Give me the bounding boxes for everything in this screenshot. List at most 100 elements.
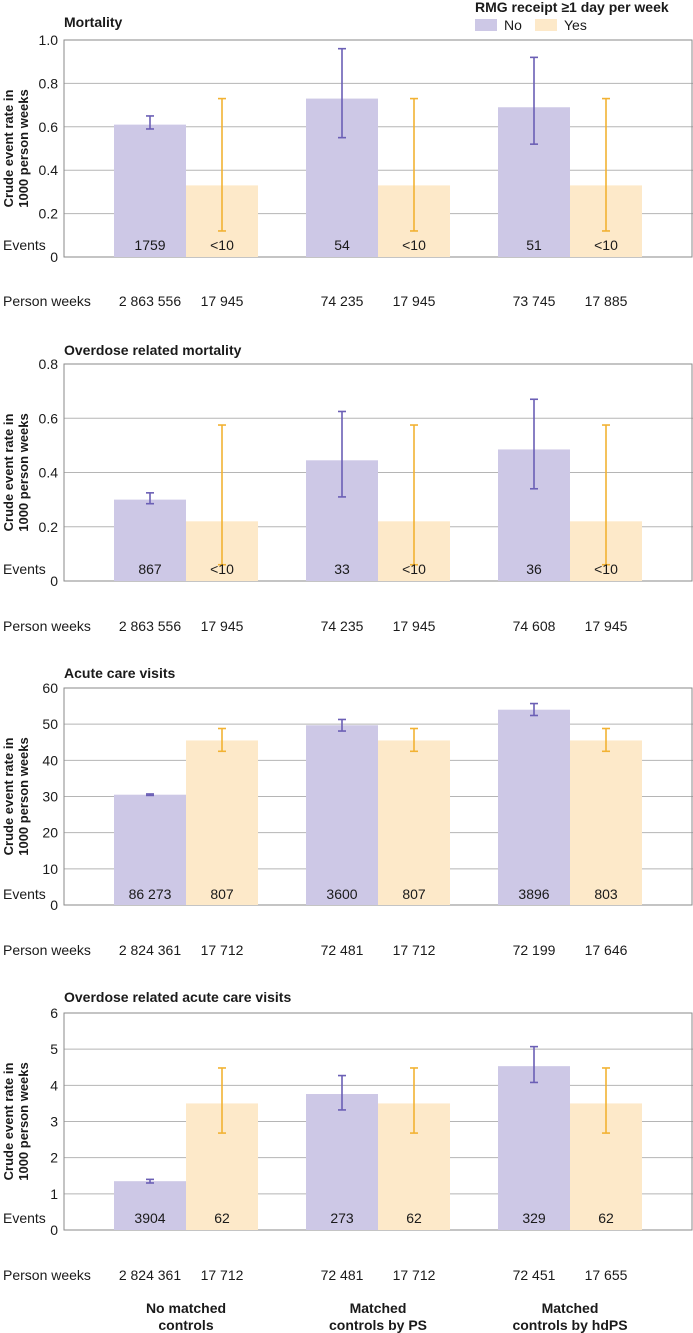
- person-weeks-value: 17 712: [201, 1267, 244, 1283]
- group-label-3-line2: controls by hdPS: [512, 1317, 627, 1333]
- person-weeks-value: 72 199: [513, 942, 556, 958]
- events-value: <10: [594, 561, 618, 577]
- error-bar-no: [530, 702, 538, 717]
- events-value: <10: [402, 561, 426, 577]
- bar-yes: [378, 740, 450, 905]
- y-tick-label: 0: [50, 1222, 58, 1238]
- person-weeks-value: 17 945: [393, 293, 436, 309]
- y-axis-label-line: 1000 person weeks: [16, 737, 31, 856]
- person-weeks-value: 17 945: [201, 618, 244, 634]
- error-bar-no: [146, 492, 154, 505]
- events-value: <10: [210, 561, 234, 577]
- person-weeks-row-label: Person weeks: [3, 1267, 91, 1283]
- bar-no: [114, 124, 186, 257]
- person-weeks-value: 74 608: [513, 618, 556, 634]
- person-weeks-value: 74 235: [321, 618, 364, 634]
- events-value: 3904: [134, 1210, 165, 1226]
- group-label-2-line1: Matched: [350, 1300, 407, 1316]
- events-value: 1759: [134, 237, 165, 253]
- error-bar-yes: [410, 727, 418, 753]
- error-bar-yes: [602, 727, 610, 753]
- y-axis-label-line: 1000 person weeks: [16, 1062, 31, 1181]
- y-axis-label-line: Crude event rate in: [1, 738, 16, 856]
- y-axis-label: Crude event rate in1000 person weeks: [1, 737, 31, 856]
- person-weeks-value: 72 481: [321, 1267, 364, 1283]
- person-weeks-value: 2 863 556: [119, 293, 181, 309]
- error-bar-no: [338, 410, 346, 498]
- panel-title: Overdose related acute care visits: [64, 989, 291, 1005]
- events-row-label: Events: [3, 561, 46, 577]
- person-weeks-value: 73 745: [513, 293, 556, 309]
- bar-yes: [570, 740, 642, 905]
- events-value: 86 273: [129, 886, 172, 902]
- events-value: 51: [526, 237, 542, 253]
- y-axis-label-line: Crude event rate in: [1, 90, 16, 208]
- y-tick-label: 0.4: [39, 162, 59, 178]
- error-bar-yes: [410, 97, 418, 232]
- error-bar-no: [146, 1178, 154, 1184]
- y-tick-label: 0.8: [39, 356, 59, 372]
- y-tick-label: 30: [42, 789, 58, 805]
- events-value: 62: [214, 1210, 230, 1226]
- y-tick-label: 5: [50, 1041, 58, 1057]
- person-weeks-value: 17 712: [393, 942, 436, 958]
- events-row-label: Events: [3, 1210, 46, 1226]
- y-tick-label: 0.6: [39, 119, 59, 135]
- group-labels: No matched controls Matched controls by …: [146, 1300, 628, 1333]
- events-value: <10: [210, 237, 234, 253]
- y-tick-label: 0.6: [39, 410, 59, 426]
- events-value: 273: [330, 1210, 354, 1226]
- events-value: 329: [522, 1210, 546, 1226]
- group-label-1-line2: controls: [158, 1317, 213, 1333]
- bar-yes: [186, 740, 258, 905]
- y-tick-label: 1.0: [39, 32, 59, 48]
- legend-label-no: No: [504, 17, 522, 33]
- person-weeks-value: 17 655: [585, 1267, 628, 1283]
- events-row-label: Events: [3, 886, 46, 902]
- events-value: 54: [334, 237, 350, 253]
- y-tick-label: 0: [50, 249, 58, 265]
- panel-4: Overdose related acute care visits 0 1 2 3 4 5…: [1, 989, 693, 1283]
- y-axis-label: Crude event rate in1000 person weeks: [1, 89, 31, 208]
- events-value: 33: [334, 561, 350, 577]
- error-bar-yes: [602, 424, 610, 566]
- events-row-label: Events: [3, 237, 46, 253]
- person-weeks-value: 72 481: [321, 942, 364, 958]
- y-tick-label: 3: [50, 1114, 58, 1130]
- events-value: 3600: [326, 886, 357, 902]
- bar-no: [306, 1094, 378, 1230]
- events-value: 803: [594, 886, 618, 902]
- bar-no: [114, 1181, 186, 1230]
- person-weeks-value: 2 824 361: [119, 942, 181, 958]
- error-bar-yes: [410, 424, 418, 566]
- person-weeks-value: 74 235: [321, 293, 364, 309]
- legend-swatch-no: [475, 19, 497, 31]
- y-tick-label: 50: [42, 716, 58, 732]
- panel-1: Mortality 0 0.2 0.4 0.6 0.8 1.0 Crude event rat…: [1, 14, 693, 309]
- bar-no: [114, 794, 186, 905]
- person-weeks-value: 2 863 556: [119, 618, 181, 634]
- person-weeks-row-label: Person weeks: [3, 942, 91, 958]
- group-label-3-line1: Matched: [542, 1300, 599, 1316]
- error-bar-yes: [602, 97, 610, 232]
- legend-label-yes: Yes: [564, 17, 587, 33]
- person-weeks-value: 17 945: [393, 618, 436, 634]
- y-tick-label: 2: [50, 1150, 58, 1166]
- group-label-1-line1: No matched: [146, 1300, 226, 1316]
- events-value: <10: [594, 237, 618, 253]
- y-tick-label: 0: [50, 897, 58, 913]
- person-weeks-value: 17 885: [585, 293, 628, 309]
- person-weeks-value: 17 646: [585, 942, 628, 958]
- y-tick-label: 0.2: [39, 206, 59, 222]
- y-axis-label: Crude event rate in1000 person weeks: [1, 1062, 31, 1181]
- y-tick-label: 6: [50, 1005, 58, 1021]
- y-axis-label-line: 1000 person weeks: [16, 89, 31, 208]
- error-bar-yes: [602, 1067, 610, 1134]
- panel-title: Mortality: [64, 14, 123, 30]
- error-bar-no: [338, 718, 346, 732]
- person-weeks-row-label: Person weeks: [3, 293, 91, 309]
- y-axis-label-line: Crude event rate in: [1, 414, 16, 532]
- error-bar-yes: [410, 1067, 418, 1134]
- error-bar-no: [530, 1045, 538, 1084]
- events-value: 807: [402, 886, 426, 902]
